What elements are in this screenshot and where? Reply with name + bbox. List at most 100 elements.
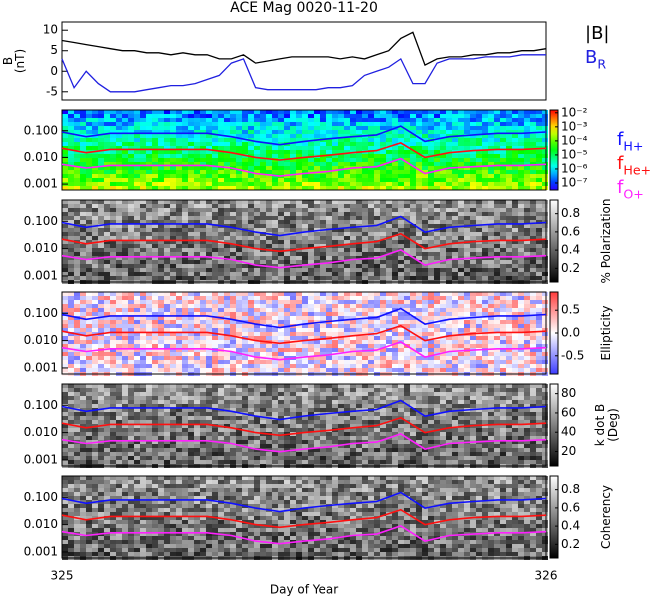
spectrogram-cell: [494, 154, 500, 158]
spectrogram-cell: [278, 114, 284, 118]
spectrogram-cell: [338, 178, 344, 182]
spectrogram-cell: [398, 216, 404, 220]
spectrogram-cell: [380, 296, 386, 300]
spectrogram-cell: [272, 252, 278, 256]
spectrogram-cell: [308, 324, 314, 328]
spectrogram-cell: [302, 268, 308, 272]
spectrogram-cell: [140, 158, 146, 162]
spectrogram-cell: [212, 312, 218, 316]
spectrogram-cell: [236, 268, 242, 272]
spectrogram-cell: [470, 312, 476, 316]
spectrogram-cell: [152, 118, 158, 122]
spectrogram-cell: [416, 324, 422, 328]
spectrogram-cell: [326, 348, 332, 352]
spectrogram-cell: [368, 158, 374, 162]
spectrogram-cell: [122, 256, 128, 260]
spectrogram-cell: [326, 212, 332, 216]
spectrogram-cell: [152, 348, 158, 352]
spectrogram-cell: [206, 110, 212, 114]
spectrogram-cell: [80, 248, 86, 252]
spectrogram-cell: [374, 320, 380, 324]
spectrogram-cell: [374, 244, 380, 248]
spectrogram-cell: [200, 248, 206, 252]
spectrogram-cell: [146, 138, 152, 142]
spectrogram-cell: [248, 158, 254, 162]
spectrogram-cell: [542, 114, 548, 118]
spectrogram-cell: [326, 248, 332, 252]
spectrogram-cell: [200, 146, 206, 150]
spectrogram-cell: [380, 244, 386, 248]
spectrogram-cell: [242, 360, 248, 364]
spectrogram-cell: [254, 316, 260, 320]
spectrogram-cell: [476, 352, 482, 356]
spectrogram-cell: [416, 114, 422, 118]
spectrogram-cell: [164, 212, 170, 216]
spectrogram-cell: [200, 224, 206, 228]
spectrogram-cell: [380, 208, 386, 212]
spectrogram-cell: [380, 228, 386, 232]
spectrogram-cell: [518, 178, 524, 182]
spectrogram-cell: [170, 364, 176, 368]
spectrogram-cell: [212, 118, 218, 122]
spectrogram-cell: [428, 110, 434, 114]
spectrogram-cell: [518, 162, 524, 166]
spectrogram-cell: [290, 208, 296, 212]
spectrogram-cell: [68, 296, 74, 300]
spectrogram-cell: [362, 236, 368, 240]
spectrogram-cell: [236, 312, 242, 316]
spectrogram-cell: [170, 170, 176, 174]
spectrogram-cell: [302, 170, 308, 174]
spectrogram-cell: [62, 150, 68, 154]
spectrogram-cell: [476, 158, 482, 162]
spectrogram-cell: [314, 316, 320, 320]
spectrogram-cell: [188, 118, 194, 122]
spectrogram-cell: [134, 296, 140, 300]
spectrogram-cell: [374, 134, 380, 138]
spectrogram-cell: [68, 130, 74, 134]
spectrogram-cell: [530, 268, 536, 272]
spectrogram-cell: [98, 308, 104, 312]
spectrogram-cell: [128, 268, 134, 272]
spectrogram-cell: [164, 162, 170, 166]
spectrogram-cell: [284, 178, 290, 182]
spectrogram-cell: [176, 212, 182, 216]
spectrogram-cell: [356, 142, 362, 146]
spectrogram-cell: [212, 220, 218, 224]
spectrogram-cell: [86, 336, 92, 340]
spectrogram-cell: [98, 146, 104, 150]
spectrogram-cell: [284, 312, 290, 316]
spectrogram-cell: [320, 240, 326, 244]
spectrogram-cell: [506, 114, 512, 118]
spectrogram-cell: [134, 166, 140, 170]
spectrogram-cell: [122, 316, 128, 320]
y-tick-label: 0.100: [24, 214, 58, 228]
spectrogram-cell: [266, 134, 272, 138]
spectrogram-cell: [464, 208, 470, 212]
spectrogram-cell: [176, 154, 182, 158]
spectrogram-cell: [146, 220, 152, 224]
spectrogram-cell: [494, 122, 500, 126]
spectrogram-cell: [260, 332, 266, 336]
spectrogram-cell: [536, 312, 542, 316]
spectrogram-cell: [428, 224, 434, 228]
spectrogram-cell: [356, 352, 362, 356]
spectrogram-cell: [236, 240, 242, 244]
spectrogram-cell: [248, 236, 254, 240]
spectrogram-cell: [248, 114, 254, 118]
spectrogram-cell: [128, 204, 134, 208]
spectrogram-cell: [236, 220, 242, 224]
spectrogram-cell: [422, 158, 428, 162]
spectrogram-cell: [254, 292, 260, 296]
spectrogram-cell: [482, 332, 488, 336]
spectrogram-cell: [236, 360, 242, 364]
spectrogram-cell: [200, 324, 206, 328]
spectrogram-cell: [326, 122, 332, 126]
spectrogram-cell: [380, 114, 386, 118]
spectrogram-cell: [530, 186, 536, 190]
spectrogram-cell: [290, 300, 296, 304]
spectrogram-cell: [374, 364, 380, 368]
spectrogram-cell: [518, 244, 524, 248]
spectrogram-cell: [524, 154, 530, 158]
spectrogram-cell: [416, 212, 422, 216]
spectrogram-cell: [176, 200, 182, 204]
